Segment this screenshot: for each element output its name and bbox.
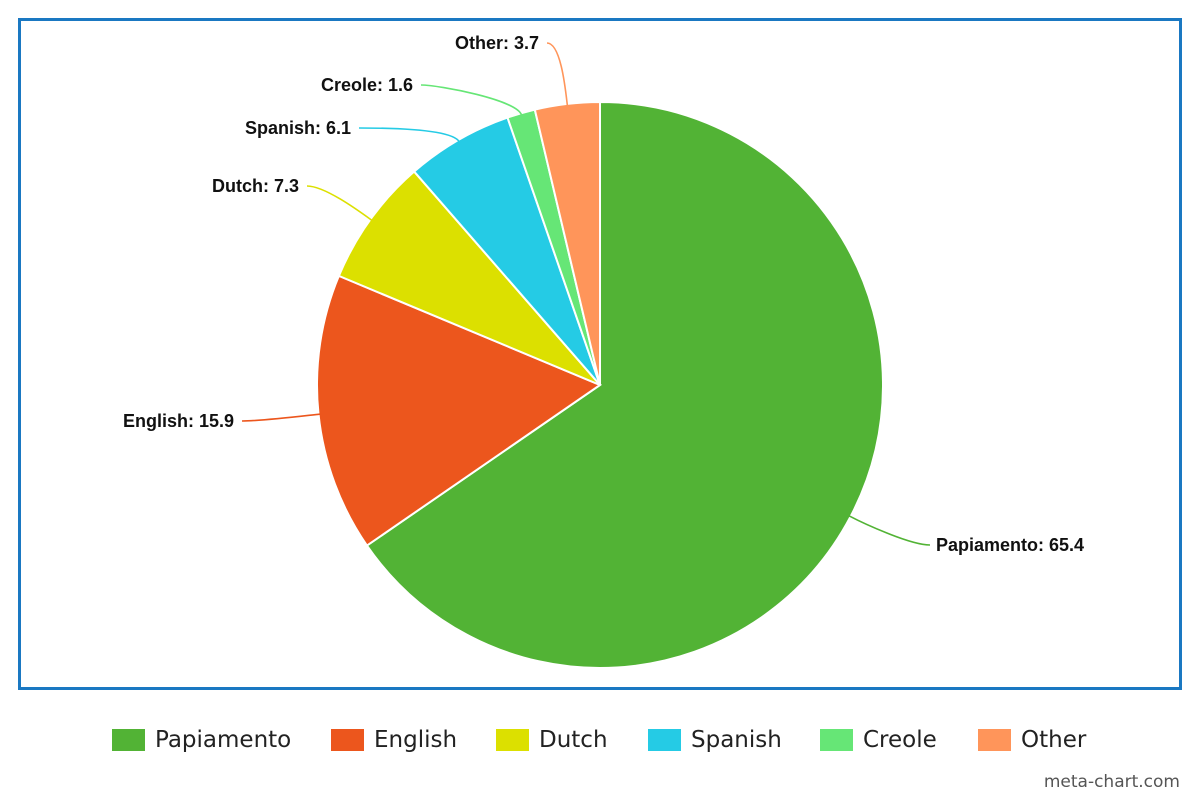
data-label-spanish: Spanish: 6.1 (245, 118, 351, 138)
legend-label: Spanish (691, 727, 782, 753)
legend-label: Papiamento (155, 727, 292, 753)
leader-line-english (241, 413, 321, 422)
legend-item-spanish: Spanish (648, 722, 782, 758)
legend-swatch (820, 729, 853, 751)
pie-chart: Papiamento: 65.4 English: 15.9 Dutch: 7.3 S… (123, 33, 1084, 669)
leader-line-other (546, 42, 569, 106)
legend-swatch (112, 729, 145, 751)
pie-labels: Papiamento: 65.4 English: 15.9 Dutch: 7.3 S… (123, 33, 1084, 555)
chart-frame: Papiamento: 65.4 English: 15.9 Dutch: 7.3 S… (18, 18, 1182, 690)
legend-label: Dutch (539, 727, 608, 753)
legend-swatch (331, 729, 364, 751)
data-label-other: Other: 3.7 (455, 33, 539, 53)
legend-label: English (374, 727, 458, 753)
legend-item-english: English (331, 722, 457, 758)
legend-item-papiamento: Papiamento (112, 722, 291, 758)
legend-label: Creole (863, 727, 937, 753)
leader-line-dutch (306, 185, 373, 222)
legend: Papiamento English Dutch Spanish Creole Other (0, 722, 1200, 758)
legend-item-dutch: Dutch (496, 722, 608, 758)
data-label-dutch: Dutch: 7.3 (212, 176, 299, 196)
data-label-creole: Creole: 1.6 (321, 75, 413, 95)
leader-line-creole (420, 84, 523, 116)
legend-swatch (978, 729, 1011, 751)
legend-swatch (648, 729, 681, 751)
data-label-english: English: 15.9 (123, 411, 234, 431)
leader-line-papiamento (848, 514, 931, 546)
data-label-papiamento: Papiamento: 65.4 (936, 535, 1084, 555)
legend-swatch (496, 729, 529, 751)
legend-item-creole: Creole (820, 722, 937, 758)
watermark: meta-chart.com (1043, 772, 1180, 792)
legend-label: Other (1021, 727, 1087, 753)
leader-line-spanish (358, 127, 460, 143)
legend-item-other: Other (978, 722, 1086, 758)
pie-slices (316, 100, 884, 669)
